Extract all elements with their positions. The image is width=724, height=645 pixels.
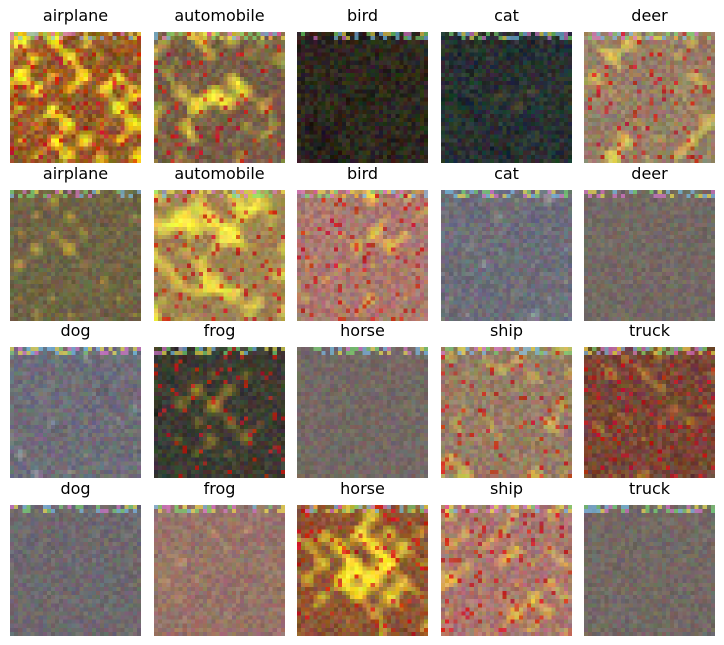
class-label: dog: [60, 479, 91, 498]
generated-image-tile: [297, 505, 428, 636]
generated-image-tile: [441, 190, 572, 321]
class-label: cat: [494, 164, 519, 183]
class-label: horse: [340, 321, 385, 340]
generated-image-tile: [154, 32, 285, 163]
generated-image-tile: [10, 32, 141, 163]
generated-image-tile: [10, 505, 141, 636]
generated-image-tile: [297, 32, 428, 163]
class-label: airplane: [42, 164, 109, 183]
class-label: bird: [346, 164, 379, 183]
generated-image-tile: [297, 190, 428, 321]
class-label: bird: [346, 6, 379, 25]
class-label: deer: [631, 164, 668, 183]
class-label: deer: [631, 6, 668, 25]
generated-image-tile: [441, 347, 572, 478]
class-label: dog: [60, 321, 91, 340]
class-label: cat: [494, 6, 519, 25]
generated-image-tile: [584, 505, 715, 636]
class-label: automobile: [174, 164, 265, 183]
generated-image-tile: [154, 347, 285, 478]
generated-image-tile: [584, 347, 715, 478]
generated-image-tile: [10, 190, 141, 321]
generated-image-tile: [441, 32, 572, 163]
generated-image-tile: [584, 190, 715, 321]
class-label: truck: [628, 479, 671, 498]
class-label: frog: [203, 321, 236, 340]
class-label: ship: [489, 479, 524, 498]
class-label: frog: [203, 479, 236, 498]
class-label: airplane: [42, 6, 109, 25]
generated-image-tile: [10, 347, 141, 478]
generated-image-tile: [297, 347, 428, 478]
generated-image-tile: [154, 505, 285, 636]
generated-image-tile: [441, 505, 572, 636]
generated-image-tile: [154, 190, 285, 321]
class-label: truck: [628, 321, 671, 340]
class-label: ship: [489, 321, 524, 340]
generated-image-tile: [584, 32, 715, 163]
class-label: horse: [340, 479, 385, 498]
class-label: automobile: [174, 6, 265, 25]
